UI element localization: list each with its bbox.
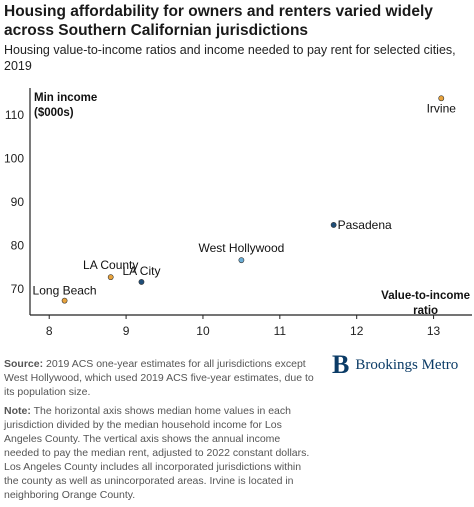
- x-tick-label: 8: [46, 324, 53, 338]
- brookings-logo-mark: B: [332, 350, 350, 379]
- point-label: Long Beach: [33, 284, 97, 298]
- x-tick-label: 12: [350, 324, 364, 338]
- note-text: The horizontal axis shows median home va…: [4, 405, 310, 501]
- brookings-logo-text: Brookings Metro: [355, 356, 459, 373]
- chart-title: Housing affordability for owners and ren…: [4, 3, 433, 39]
- point-label: Irvine: [427, 101, 457, 115]
- chart-footer: Source: 2019 ACS one-year estimates for …: [4, 357, 314, 507]
- chart-subtitle: Housing value-to-income ratios and incom…: [4, 43, 456, 73]
- point-label: West Hollywood: [198, 241, 284, 255]
- scatter-chart: 8 9 10 11 12 13 70 80 90 100 110 Irvine Pasadena Wes…: [4, 88, 472, 338]
- x-tick-label: 11: [274, 324, 287, 338]
- data-point: [330, 222, 337, 228]
- x-axis-title-line1: Value-to-income: [381, 290, 470, 302]
- point-label: LA County: [83, 258, 138, 272]
- y-tick-label: 100: [4, 151, 24, 165]
- point-label: LA City: [122, 264, 160, 278]
- brookings-logo: B Brookings Metro: [332, 352, 458, 378]
- x-axis-title-line2: ratio: [413, 305, 439, 317]
- source-label: Source:: [4, 358, 44, 370]
- note-label: Note:: [4, 405, 31, 417]
- data-point: [238, 257, 245, 264]
- x-tick-label: 13: [427, 324, 441, 338]
- y-tick-label: 70: [11, 282, 25, 296]
- y-tick-label: 90: [11, 195, 25, 209]
- y-tick-label: 80: [11, 238, 25, 252]
- x-tick-label: 10: [196, 324, 210, 338]
- y-axis-title-line2: ($000s): [34, 107, 74, 119]
- data-point: [438, 95, 445, 102]
- y-tick-label: 110: [5, 108, 24, 122]
- y-axis-title-line1: Min income: [34, 92, 98, 104]
- x-tick-label: 9: [123, 324, 130, 338]
- y-axis-title: Min income ($000s): [34, 91, 97, 121]
- point-label: Pasadena: [338, 218, 392, 232]
- data-point: [107, 274, 114, 281]
- source-text: 2019 ACS one-year estimates for all juri…: [4, 358, 314, 398]
- data-point: [61, 297, 68, 304]
- source-note: Source: 2019 ACS one-year estimates for …: [4, 357, 314, 399]
- note: Note: The horizontal axis shows median h…: [4, 404, 314, 502]
- x-axis-title: Value-to-income ratio: [381, 289, 470, 319]
- data-point: [138, 279, 145, 285]
